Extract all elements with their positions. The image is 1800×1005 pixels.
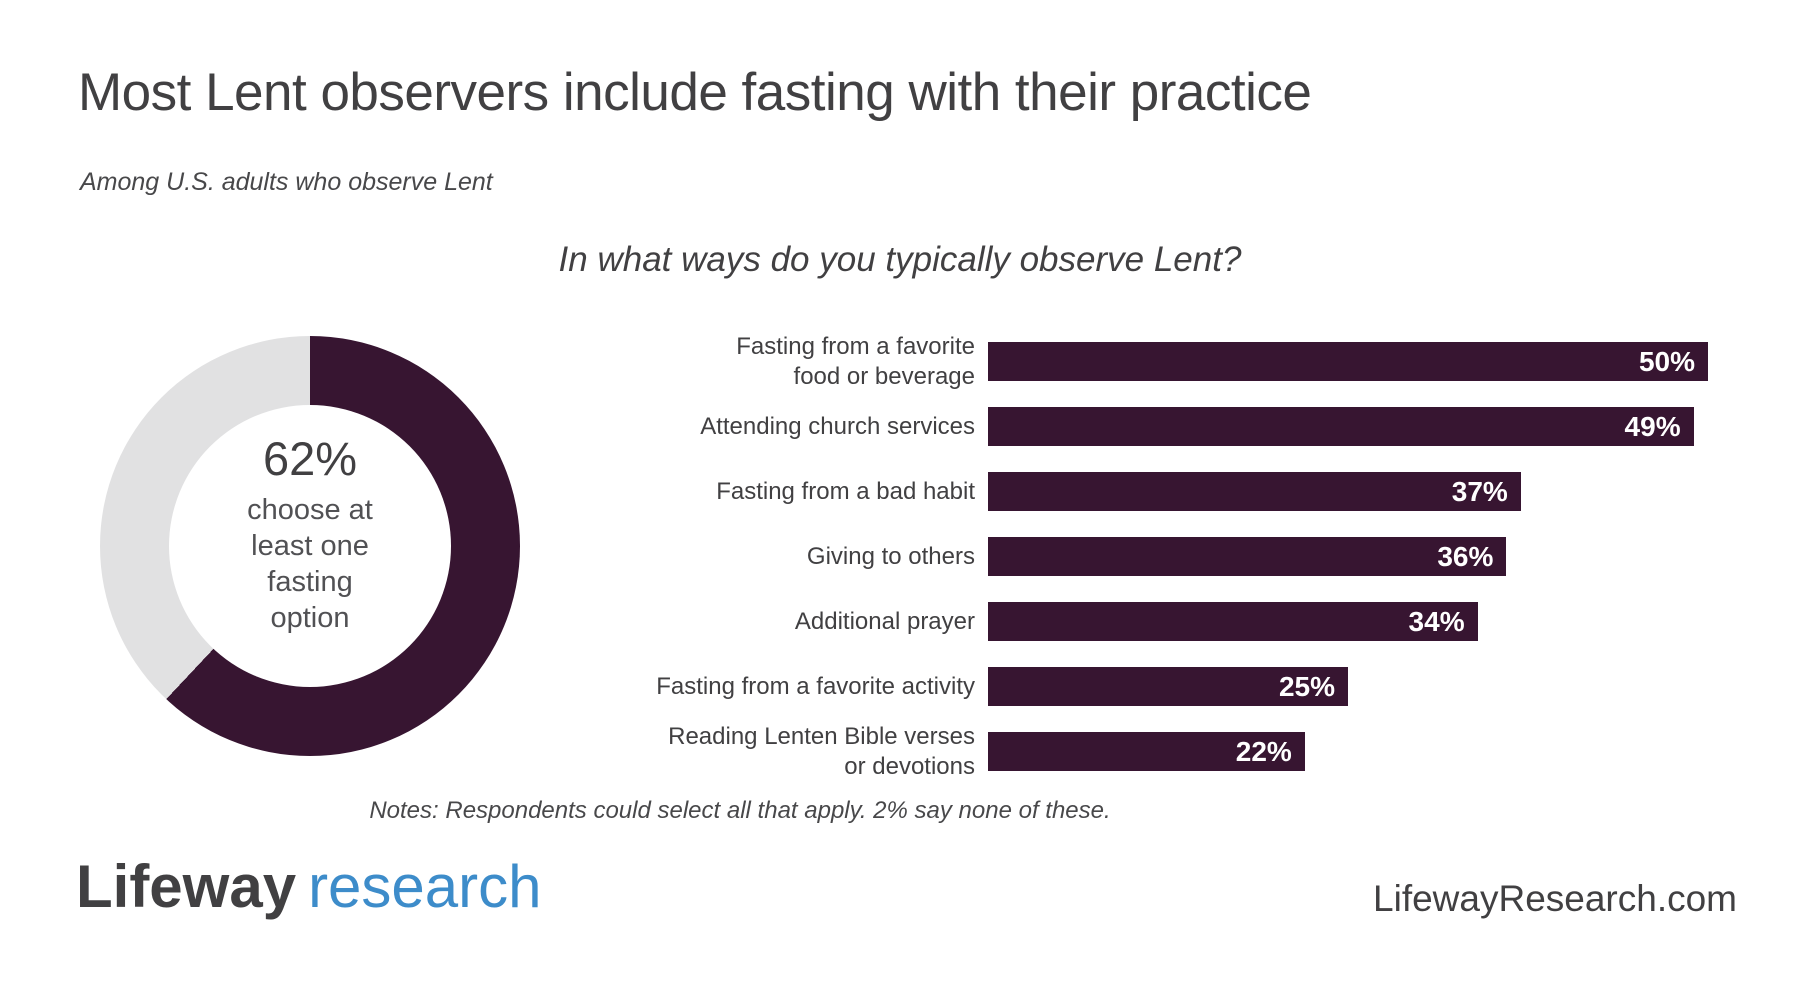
logo-wordmark-lifeway: Lifeway (76, 853, 297, 920)
bar-value-label: 34% (1408, 605, 1465, 637)
footnote: Notes: Respondents could select all that… (369, 797, 1111, 824)
bar: 49% (988, 407, 1694, 446)
bar-category-label: Additional prayer (794, 607, 975, 635)
bar-track: 49% (988, 407, 1725, 446)
bar-category-label: Giving to others (806, 542, 975, 570)
donut-caption-line: option (270, 602, 350, 634)
logo-wordmark-research: research (308, 853, 542, 920)
bar-category-label: Reading Lenten Bible verses or devotions (668, 722, 975, 780)
bar-row: Fasting from a favorite activity 25% (545, 654, 1725, 719)
donut-center-text: 62% choose at least one fasting option (210, 431, 410, 636)
page-subtitle: Among U.S. adults who observe Lent (80, 168, 493, 196)
bar: 25% (988, 667, 1348, 706)
bar-value-label: 22% (1235, 735, 1292, 767)
bar: 36% (988, 537, 1507, 576)
bar-value-label: 36% (1437, 540, 1494, 572)
bar-value-label: 50% (1638, 345, 1695, 377)
bar-track: 22% (988, 732, 1725, 771)
bar-category-label: Fasting from a bad habit (716, 477, 975, 505)
donut-caption-line: choose at (247, 494, 373, 526)
donut-caption-line: least one (251, 530, 369, 562)
donut-percent: 62% (262, 432, 358, 485)
bar-row: Additional prayer 34% (545, 589, 1725, 654)
bar-track: 36% (988, 537, 1725, 576)
survey-question: In what ways do you typically observe Le… (558, 240, 1242, 279)
bar-chart: Fasting from a favorite food or beverage… (545, 329, 1725, 784)
bar-row: Reading Lenten Bible verses or devotions… (545, 719, 1725, 784)
bar: 34% (988, 602, 1478, 641)
bar-track: 37% (988, 472, 1725, 511)
bar-category-label: Attending church services (700, 412, 975, 440)
donut-caption-line: fasting (267, 566, 353, 598)
bar-row: Fasting from a bad habit 37% (545, 459, 1725, 524)
bar-track: 34% (988, 602, 1725, 641)
website-url: LifewayResearch.com (1373, 878, 1737, 919)
donut-hole (169, 405, 451, 687)
lifeway-research-logo: Lifeway research (76, 852, 542, 921)
bar-value-label: 25% (1278, 670, 1335, 702)
bar-value-label: 37% (1451, 475, 1508, 507)
donut-chart: 62% choose at least one fasting option (100, 336, 520, 756)
bar-row: Attending church services 49% (545, 394, 1725, 459)
bar-track: 25% (988, 667, 1725, 706)
bar-row: Fasting from a favorite food or beverage… (545, 329, 1725, 394)
bar-row: Giving to others 36% (545, 524, 1725, 589)
bar-category-label: Fasting from a favorite food or beverage (736, 332, 975, 390)
bar-category-label: Fasting from a favorite activity (656, 672, 975, 700)
bar-value-label: 49% (1624, 410, 1681, 442)
bar: 22% (988, 732, 1305, 771)
bar: 37% (988, 472, 1521, 511)
bar-track: 50% (988, 342, 1725, 381)
bar: 50% (988, 342, 1708, 381)
page-title: Most Lent observers include fasting with… (78, 63, 1312, 122)
